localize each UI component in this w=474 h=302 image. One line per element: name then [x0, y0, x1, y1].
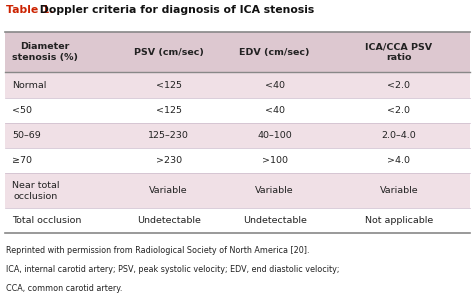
Text: >4.0: >4.0 [387, 156, 410, 165]
Text: Reprinted with permission from Radiological Society of North America [20].: Reprinted with permission from Radiologi… [6, 246, 309, 255]
Bar [5, 98, 470, 123]
Text: ICA/CCA PSV
ratio: ICA/CCA PSV ratio [365, 42, 433, 62]
Text: >100: >100 [262, 156, 288, 165]
Text: ICA, internal carotid artery; PSV, peak systolic velocity; EDV, end diastolic ve: ICA, internal carotid artery; PSV, peak … [6, 265, 339, 274]
Text: Variable: Variable [380, 186, 418, 195]
Text: 40–100: 40–100 [257, 131, 292, 140]
Text: 50–69: 50–69 [12, 131, 41, 140]
Text: Undetectable: Undetectable [137, 217, 201, 225]
Text: Table 1.: Table 1. [6, 5, 54, 15]
Text: Diameter
stenosis (%): Diameter stenosis (%) [12, 42, 78, 62]
Text: Near total
occlusion: Near total occlusion [12, 181, 59, 201]
Text: Undetectable: Undetectable [243, 217, 307, 225]
Bar [5, 72, 470, 98]
Text: <2.0: <2.0 [387, 81, 410, 89]
Text: <125: <125 [155, 81, 182, 89]
Text: <125: <125 [155, 106, 182, 114]
Text: PSV (cm/sec): PSV (cm/sec) [134, 48, 203, 56]
Bar [5, 148, 470, 173]
Text: <50: <50 [12, 106, 32, 114]
Bar [5, 208, 470, 233]
Text: Variable: Variable [255, 186, 294, 195]
Bar [5, 173, 470, 208]
Text: 2.0–4.0: 2.0–4.0 [382, 131, 416, 140]
Text: <40: <40 [264, 106, 285, 114]
Bar [5, 123, 470, 148]
Text: <40: <40 [264, 81, 285, 89]
Text: Normal: Normal [12, 81, 46, 89]
Text: Variable: Variable [149, 186, 188, 195]
Text: CCA, common carotid artery.: CCA, common carotid artery. [6, 284, 122, 293]
Text: EDV (cm/sec): EDV (cm/sec) [239, 48, 310, 56]
Text: Not applicable: Not applicable [365, 217, 433, 225]
Text: 125–230: 125–230 [148, 131, 189, 140]
Text: Total occlusion: Total occlusion [12, 217, 81, 225]
Text: ≥70: ≥70 [12, 156, 32, 165]
Text: <2.0: <2.0 [387, 106, 410, 114]
Bar [5, 32, 470, 72]
Text: >230: >230 [155, 156, 182, 165]
Text: Doppler criteria for diagnosis of ICA stenosis: Doppler criteria for diagnosis of ICA st… [36, 5, 314, 15]
